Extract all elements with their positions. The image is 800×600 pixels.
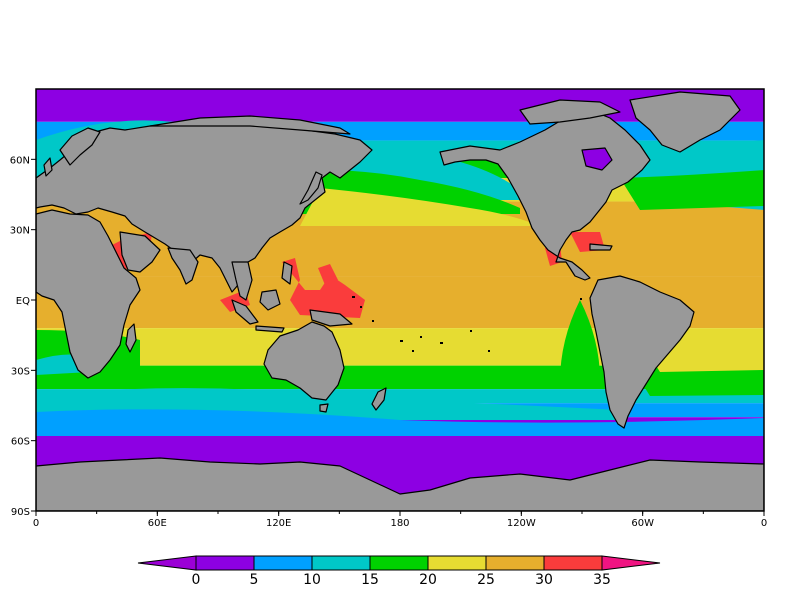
x-tick-label: 60E (148, 518, 167, 529)
madagascar-landmass (125, 323, 137, 353)
new-zealand-landmass (371, 387, 387, 411)
x-tick-label: 120E (266, 518, 291, 529)
uk-landmass (43, 157, 53, 177)
cuba-landmass (589, 243, 613, 251)
x-tick-label: 0 (33, 518, 39, 529)
map-panel (36, 89, 764, 511)
y-tick-label: 60S (11, 437, 30, 448)
colorbar-segment (543, 555, 603, 571)
colorbar-label: 25 (477, 572, 495, 588)
new-guinea-landmass (309, 309, 353, 327)
philippines-landmass (281, 261, 293, 285)
ocean-band-contour (560, 300, 600, 382)
colorbar-label: 15 (361, 572, 379, 588)
colorbar-segment (195, 555, 255, 571)
australia-landmass (263, 321, 345, 401)
colorbar-label: 35 (593, 572, 611, 588)
colorbar-label: 30 (535, 572, 553, 588)
siberia-coast-landmass (149, 115, 351, 135)
arctic-islands-landmass (519, 99, 621, 125)
colorbar-label: 20 (419, 572, 437, 588)
colorbar-label: 5 (250, 572, 259, 588)
arabia-landmass (119, 231, 161, 273)
y-tick-label: 90S (11, 507, 30, 518)
antarctica-landmass (36, 457, 764, 511)
colorbar-segment (427, 555, 487, 571)
longitude-axis: 0 60E 120E 180 120W 60W 0 (33, 511, 767, 529)
x-tick-label: 120W (507, 518, 536, 529)
y-tick-label: EQ (16, 296, 30, 307)
land-masses (36, 91, 764, 511)
x-tick-label: 180 (390, 518, 409, 529)
sumatra-landmass (231, 299, 259, 325)
colorbar-segment (485, 555, 545, 571)
india-landmass (167, 247, 199, 285)
japan-landmass (299, 171, 323, 205)
ocean-band-contour (620, 170, 764, 210)
x-tick-label: 0 (761, 518, 767, 529)
colorbar: 0 5 10 15 20 25 30 35 (137, 555, 661, 588)
y-tick-label: 60N (10, 155, 30, 166)
ocean-band-contour (300, 188, 540, 226)
ocean-band-contour (640, 377, 764, 396)
ocean-band-contour (36, 409, 764, 436)
pacific-islands (352, 296, 582, 352)
africa-landmass (36, 209, 141, 379)
y-tick-label: 30N (10, 226, 30, 237)
south-america-landmass (589, 275, 695, 429)
colorbar-label: 10 (303, 572, 321, 588)
colorbar-segment (253, 555, 313, 571)
southeast-asia-landmass (231, 261, 253, 301)
borneo-landmass (259, 289, 281, 311)
colorbar-label: 0 (192, 572, 201, 588)
x-tick-label: 60W (631, 518, 654, 529)
scandinavia-landmass (59, 127, 101, 166)
colorbar-low-arrow (137, 555, 197, 571)
java-landmass (255, 325, 285, 333)
latitude-axis: 60N 30N EQ 30S 60S 90S (10, 155, 36, 518)
colorbar-high-arrow (601, 555, 661, 571)
y-tick-label: 30S (11, 366, 30, 377)
tasmania-landmass (319, 403, 329, 413)
greenland-landmass (629, 91, 741, 153)
hudson-bay (581, 147, 613, 171)
colorbar-segment (369, 555, 429, 571)
colorbar-segment (311, 555, 371, 571)
